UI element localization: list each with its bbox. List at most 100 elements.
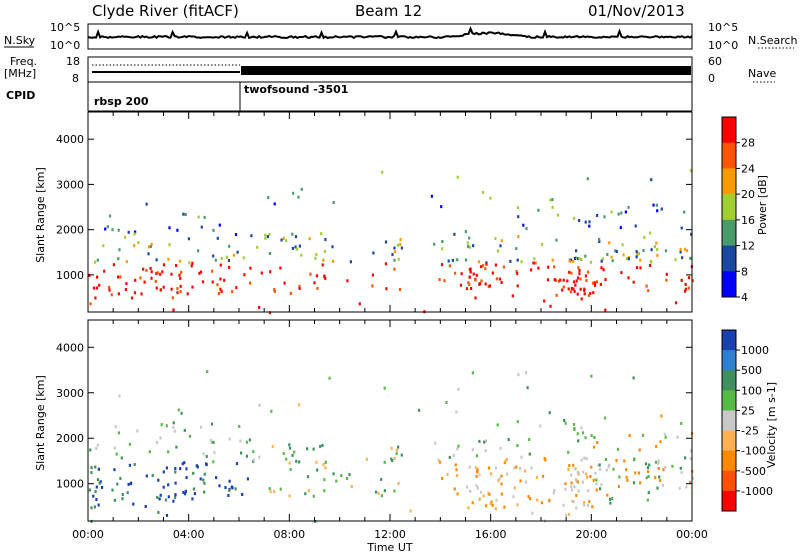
echo-cell <box>604 308 607 312</box>
echo-cell <box>398 288 402 291</box>
echo-cell <box>137 241 140 245</box>
echo-cell <box>396 243 399 247</box>
echo-cell <box>519 479 522 483</box>
echo-cell <box>304 492 307 496</box>
echo-cell <box>383 460 386 464</box>
echo-cell <box>136 429 139 433</box>
power-axes: 1000 2000 3000 4000 <box>56 112 693 312</box>
echo-cell <box>570 287 573 290</box>
echo-cell <box>572 280 576 284</box>
echo-cell <box>568 464 571 468</box>
echo-cell <box>393 456 396 460</box>
echo-cell <box>188 434 192 438</box>
echo-cell <box>592 281 595 285</box>
time-axis-label: Time UT <box>366 541 412 554</box>
echo-cell <box>615 250 618 253</box>
echo-cell <box>399 238 402 242</box>
echo-cell <box>603 215 606 219</box>
echo-cell <box>568 259 571 263</box>
echo-cell <box>455 468 458 472</box>
echo-cell <box>610 210 613 214</box>
colorbar-tick-label: 4 <box>741 291 748 304</box>
echo-cell <box>196 465 199 469</box>
colorbar-swatch <box>722 410 736 432</box>
freq-tick-bottom: 8 <box>72 72 79 85</box>
echo-cell <box>174 495 177 499</box>
echo-cell <box>625 468 628 472</box>
echo-cell <box>572 287 575 291</box>
echo-cell <box>409 509 412 513</box>
echo-cell <box>167 483 170 487</box>
echo-cell <box>288 446 292 450</box>
echo-cell <box>397 257 400 261</box>
nsky-label: N.Sky <box>4 34 36 47</box>
echo-cell <box>441 240 444 243</box>
echo-cell <box>157 510 160 514</box>
echo-cell <box>656 247 659 251</box>
echo-cell <box>566 279 569 283</box>
echo-cell <box>478 282 482 286</box>
echo-cell <box>557 279 560 283</box>
echo-cell <box>390 457 393 461</box>
echo-cell <box>499 244 502 248</box>
echo-cell <box>155 286 158 290</box>
echo-cell <box>145 474 148 478</box>
echo-cell <box>268 252 272 255</box>
echo-cell <box>614 249 617 253</box>
echo-cell <box>89 302 92 306</box>
echo-cell <box>374 490 378 494</box>
echo-cell <box>581 431 585 435</box>
colorbar-tick-label: 100 <box>741 384 762 397</box>
echo-cell <box>447 259 450 263</box>
echo-cell <box>110 293 113 297</box>
echo-cell <box>690 449 693 453</box>
echo-cell <box>94 260 97 264</box>
echo-cell <box>593 436 596 439</box>
echo-cell <box>572 463 575 467</box>
echo-cell <box>89 448 92 452</box>
echo-cell <box>657 467 660 470</box>
echo-cell <box>655 444 658 448</box>
echo-cell <box>516 272 519 276</box>
echo-cell <box>471 371 474 375</box>
echo-cell <box>628 434 631 437</box>
echo-cell <box>577 439 580 443</box>
echo-cell <box>475 454 479 458</box>
colorbar-swatch <box>722 194 736 221</box>
echo-cell <box>556 213 559 217</box>
echo-cell <box>213 451 216 455</box>
echo-cell <box>252 450 255 454</box>
echo-cell <box>219 277 222 281</box>
echo-cell <box>654 460 657 464</box>
colorbar-swatch <box>722 330 736 351</box>
echo-cell <box>476 468 479 472</box>
echo-cell <box>205 463 208 467</box>
echo-cell <box>589 292 592 295</box>
power-colorbar: 28 24 20 16 12 8 4 <box>721 116 755 304</box>
echo-cell <box>580 426 583 430</box>
echo-cell <box>102 244 105 248</box>
echo-cell <box>650 178 653 182</box>
echo-cell <box>465 485 469 489</box>
station-title: Clyde River (fitACF) <box>92 2 239 20</box>
echo-cell <box>175 445 178 449</box>
echo-cell <box>209 438 212 442</box>
echo-cell <box>456 492 459 496</box>
echo-cell <box>551 205 554 209</box>
echo-cell <box>245 454 248 458</box>
echo-cell <box>532 261 535 265</box>
echo-cell <box>555 293 558 297</box>
echo-cell <box>165 466 168 470</box>
echo-cell <box>298 460 301 464</box>
echo-cell <box>440 205 443 209</box>
echo-cell <box>180 270 183 274</box>
echo-cell <box>270 409 273 413</box>
echo-cell <box>440 263 444 267</box>
echo-cell <box>684 282 687 286</box>
echo-cell <box>418 408 421 412</box>
echo-cell <box>647 475 650 478</box>
echo-cell <box>216 236 219 240</box>
echo-cell <box>679 247 682 251</box>
x-tick-label: 08:00 <box>273 528 305 541</box>
echo-cell <box>279 487 282 491</box>
